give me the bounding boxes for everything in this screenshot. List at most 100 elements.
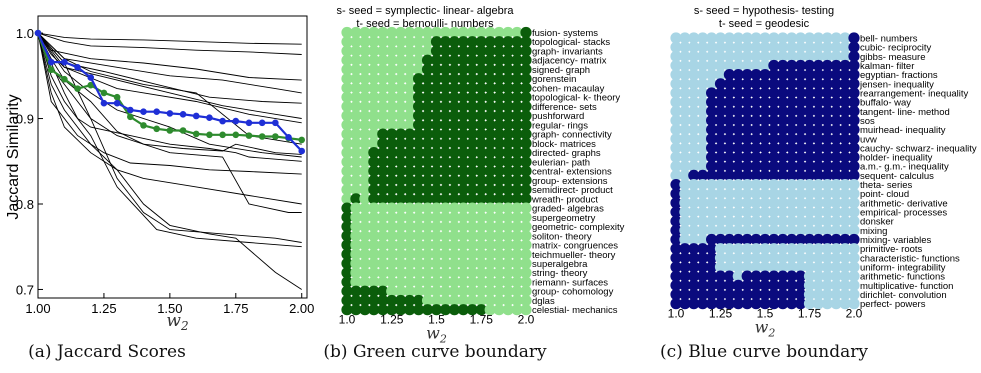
grid-cell [341,174,353,186]
grid-cell [777,114,789,127]
grid-cell [404,257,416,270]
row-label: graph- invariants [532,46,603,57]
grid-cell [493,91,505,103]
grid-cell [723,105,736,117]
grid-cell [670,270,682,282]
grid-cell [475,304,487,316]
grid-cell [679,215,691,227]
grid-cell [741,279,753,291]
grid-cell [413,110,425,122]
grid-cell [350,193,362,205]
grid-cell [777,87,789,99]
grid-cell [670,69,682,81]
grid-cell [679,50,691,62]
grid-cell [821,261,833,273]
plot-frame [37,15,308,299]
grid-cell [368,100,380,113]
grid-cell [395,156,407,168]
grid-cell [750,279,762,291]
grid-cell [768,261,780,273]
grid-cell [413,45,425,57]
grid-cell [812,279,825,291]
grid-cell [475,257,487,270]
grid-cell [679,288,691,301]
grid-cell [706,169,718,181]
grid-cell [484,304,496,316]
grid-cell [466,137,478,149]
grid-cell [750,114,762,127]
grid-cell [732,288,744,301]
grid-cell [759,160,771,172]
grid-cell [803,270,816,282]
grid-cell [714,142,727,154]
grid-cell [359,248,371,260]
grid-cell [830,288,842,301]
row-label: bell- numbers [860,34,918,45]
grid-cell [795,87,807,99]
grid-cell [439,119,452,131]
grid-cell [466,128,478,140]
grid-cell [457,54,469,66]
grid-cell [803,298,816,310]
grid-cell [350,63,362,76]
grid-cell [421,147,434,159]
grid-cell [484,147,496,159]
grid-cell [341,54,353,66]
grid-cell [714,261,727,273]
grid-cell [377,73,389,85]
grid-cell [439,220,452,233]
grid-cell [359,165,371,177]
grid-cell [839,124,851,136]
grid-cell [377,82,389,94]
grid-cell [520,26,532,39]
grid-cell [457,156,469,168]
data-point [258,119,266,127]
row-label: tangent- line- method [860,107,950,118]
grid-cell [803,261,816,273]
grid-cell [812,142,825,154]
grid-cell [430,100,443,113]
grid-cell [421,193,434,205]
grid-cell [448,220,460,233]
grid-cell [368,202,380,214]
row-label: sos [860,116,875,127]
grid-cell [413,193,425,205]
grid-cell [404,239,416,251]
grid-cell [430,91,443,103]
grid-cell [803,169,816,181]
grid-cell [679,114,691,127]
grid-cell [750,69,762,81]
grid-cell [413,294,425,307]
grid-cell [795,252,807,264]
grid-cell [723,197,736,209]
grid-cell [350,165,362,177]
grid-cell [421,36,434,48]
grid-cell [821,142,833,154]
x-tick-label: 2.0 [846,307,863,321]
grid-cell [750,215,762,227]
grid-cell [830,279,842,291]
grid-cell [697,105,709,117]
grid-cell [466,110,478,122]
grid-cell [341,36,353,48]
grid-cell [768,32,780,44]
grid-cell [359,304,371,316]
grid-cell [368,276,380,288]
grid-cell [439,147,452,159]
grid-cell [341,119,353,131]
grid-cell [511,26,523,39]
grid-cell [697,133,709,145]
grid-cell [768,142,780,154]
grid-cell [377,174,389,186]
grid-cell [723,59,736,72]
grid-cell [368,45,380,57]
row-label: soliton- theory [532,231,592,242]
row-label: semidirect- product [532,185,613,196]
grid-cell [706,160,718,172]
grid-cell [377,128,389,140]
grid-cell [723,261,736,273]
grid-cell [741,142,753,154]
grid-cell [714,59,727,72]
x-tick-label: 2.0 [518,313,535,327]
grid-cell [520,276,532,288]
